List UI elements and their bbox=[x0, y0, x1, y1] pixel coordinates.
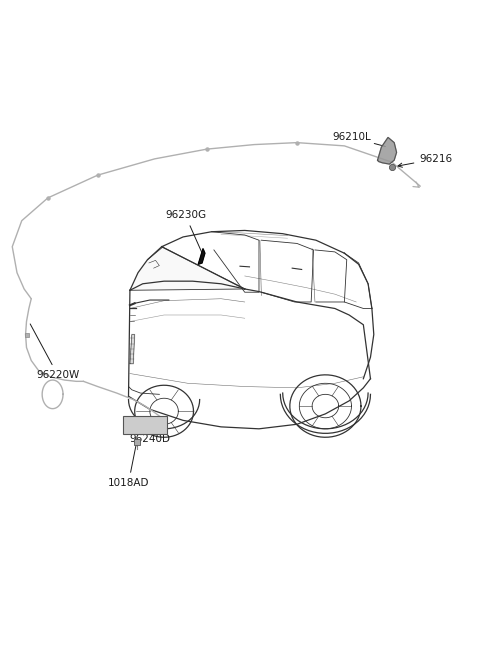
Text: 96240D: 96240D bbox=[129, 420, 170, 443]
Polygon shape bbox=[130, 247, 245, 290]
Polygon shape bbox=[378, 137, 396, 164]
Text: 1018AD: 1018AD bbox=[108, 445, 149, 488]
Text: 96210L: 96210L bbox=[332, 133, 385, 146]
Polygon shape bbox=[198, 249, 205, 264]
Polygon shape bbox=[130, 335, 135, 364]
FancyBboxPatch shape bbox=[123, 417, 167, 434]
Text: 96230G: 96230G bbox=[165, 211, 206, 253]
Text: 96220W: 96220W bbox=[30, 324, 79, 380]
Text: 96216: 96216 bbox=[398, 154, 453, 167]
